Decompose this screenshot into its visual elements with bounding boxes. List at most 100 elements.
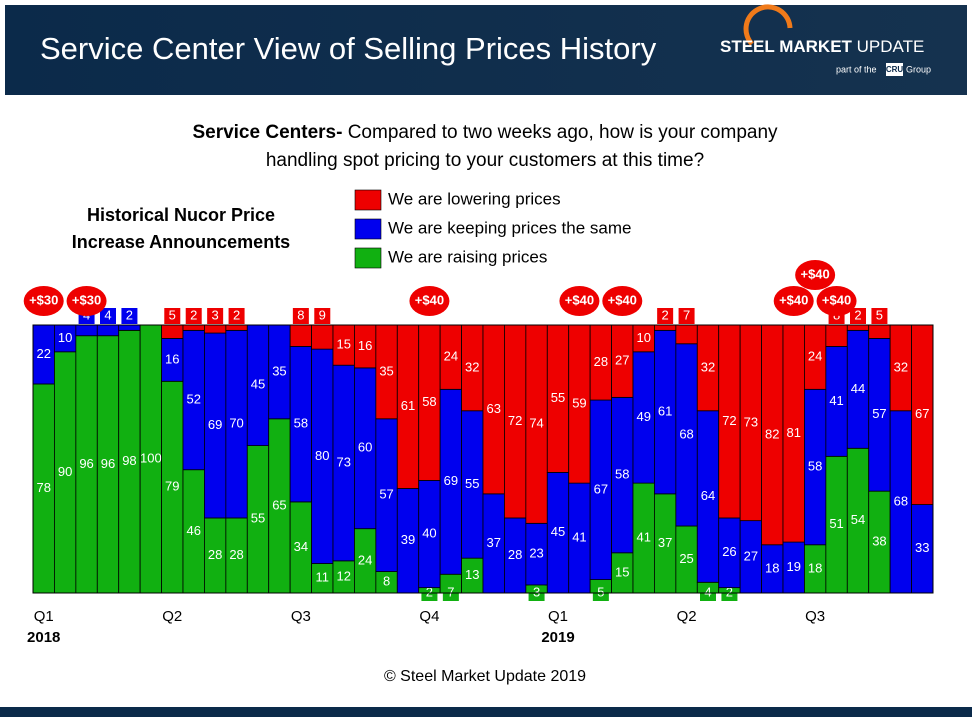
legend-label: We are lowering prices <box>388 189 561 208</box>
announcement-marker <box>23 286 64 316</box>
bar-segment <box>118 324 141 331</box>
value-label-box <box>678 308 695 324</box>
value-label: 37 <box>658 535 672 550</box>
value-label: 2 <box>126 307 133 322</box>
value-label: 69 <box>444 473 458 488</box>
announcement-label: +$40 <box>608 292 637 307</box>
value-label: 24 <box>808 349 822 364</box>
value-label: 67 <box>915 406 929 421</box>
value-label: 61 <box>401 398 415 413</box>
plot-frame <box>32 324 934 594</box>
logo-bold: STEEL MARKET <box>720 37 853 56</box>
logo-box-text: CRU <box>886 65 904 74</box>
header-band <box>5 5 967 95</box>
value-label: 10 <box>58 330 72 345</box>
value-label: 51 <box>829 516 843 531</box>
value-label: 26 <box>722 544 736 559</box>
bottom-band <box>0 707 972 717</box>
value-label: 78 <box>36 480 50 495</box>
value-label: 54 <box>851 512 865 527</box>
value-label: 55 <box>551 390 565 405</box>
value-label: 24 <box>444 349 458 364</box>
value-label: 80 <box>315 448 329 463</box>
announcement-marker <box>602 286 643 316</box>
value-label: 67 <box>594 481 608 496</box>
announcement-marker <box>66 286 107 316</box>
bar-segment <box>868 324 891 339</box>
value-label: 7 <box>447 584 454 599</box>
value-label: 23 <box>529 546 543 561</box>
value-label: 7 <box>683 307 690 322</box>
value-label: 55 <box>251 511 265 526</box>
value-label: 27 <box>615 353 629 368</box>
value-label: 68 <box>679 426 693 441</box>
value-label: 4 <box>104 307 111 322</box>
bar-segment <box>311 324 334 350</box>
value-label-box <box>185 308 202 324</box>
announcement-label: +$40 <box>415 292 444 307</box>
legend-label: We are keeping prices the same <box>388 218 631 237</box>
value-label: 46 <box>186 523 200 538</box>
value-label: 69 <box>208 417 222 432</box>
value-label: 70 <box>229 416 243 431</box>
value-label: 4 <box>704 584 711 599</box>
legend-label: We are raising prices <box>388 247 547 266</box>
value-label: 28 <box>508 547 522 562</box>
value-label: 64 <box>701 488 715 503</box>
value-label: 52 <box>186 391 200 406</box>
value-label: 32 <box>701 359 715 374</box>
value-label: 40 <box>422 525 436 540</box>
bar-segment <box>654 324 677 331</box>
x-tick-label: Q2 <box>162 608 182 625</box>
value-label: 74 <box>529 416 543 431</box>
value-label: 8 <box>383 574 390 589</box>
legend-swatch <box>354 247 382 269</box>
value-label-box <box>850 308 866 324</box>
logo-sub: part of the <box>836 64 877 74</box>
value-label: 79 <box>165 479 179 494</box>
announcement-marker <box>559 286 600 316</box>
bar-segment <box>161 324 184 339</box>
value-label: 16 <box>165 351 179 366</box>
value-label: 16 <box>358 338 372 353</box>
legend-swatch <box>354 189 382 211</box>
value-label: 9 <box>319 307 326 322</box>
value-label-box <box>121 308 138 324</box>
footer: © Steel Market Update 2019 <box>384 668 586 685</box>
value-label: 100 <box>140 450 162 465</box>
subtitle-bold: Service Centers- <box>192 122 342 143</box>
announcement-label: +$30 <box>29 292 58 307</box>
value-label-box <box>100 308 116 324</box>
subtitle: Service Centers- Compared to two weeks a… <box>192 122 778 143</box>
subtitle-line: handling spot pricing to your customers … <box>266 150 704 171</box>
value-label: 2 <box>854 307 861 322</box>
bar-segment <box>846 324 870 331</box>
value-label: 63 <box>486 401 500 416</box>
bar-segment <box>825 324 848 347</box>
slide-title: Service Center View of Selling Prices Hi… <box>40 31 657 66</box>
announcement-label: +$40 <box>800 266 829 281</box>
value-label: 68 <box>894 493 908 508</box>
value-label: 32 <box>465 359 479 374</box>
value-label: 72 <box>508 413 522 428</box>
bar-segment <box>75 324 98 337</box>
announcement-label: +$40 <box>565 292 594 307</box>
value-label: 72 <box>722 413 736 428</box>
announcement-label: +$40 <box>822 292 851 307</box>
value-label: 35 <box>379 363 393 378</box>
value-label: 32 <box>894 359 908 374</box>
bar-segment <box>96 324 120 337</box>
value-label: 5 <box>597 584 604 599</box>
x-tick-label: Q3 <box>805 608 825 625</box>
value-label: 41 <box>829 393 843 408</box>
value-label: 2 <box>426 584 433 599</box>
value-label: 34 <box>294 539 308 554</box>
bar-segment <box>204 324 227 334</box>
logo: STEEL MARKET UPDATE <box>720 37 924 56</box>
value-label-box <box>657 308 674 324</box>
value-label: 3 <box>533 584 540 599</box>
logo-sub-post: Group <box>906 64 931 74</box>
value-label: 73 <box>744 414 758 429</box>
legend-swatch <box>354 218 382 240</box>
